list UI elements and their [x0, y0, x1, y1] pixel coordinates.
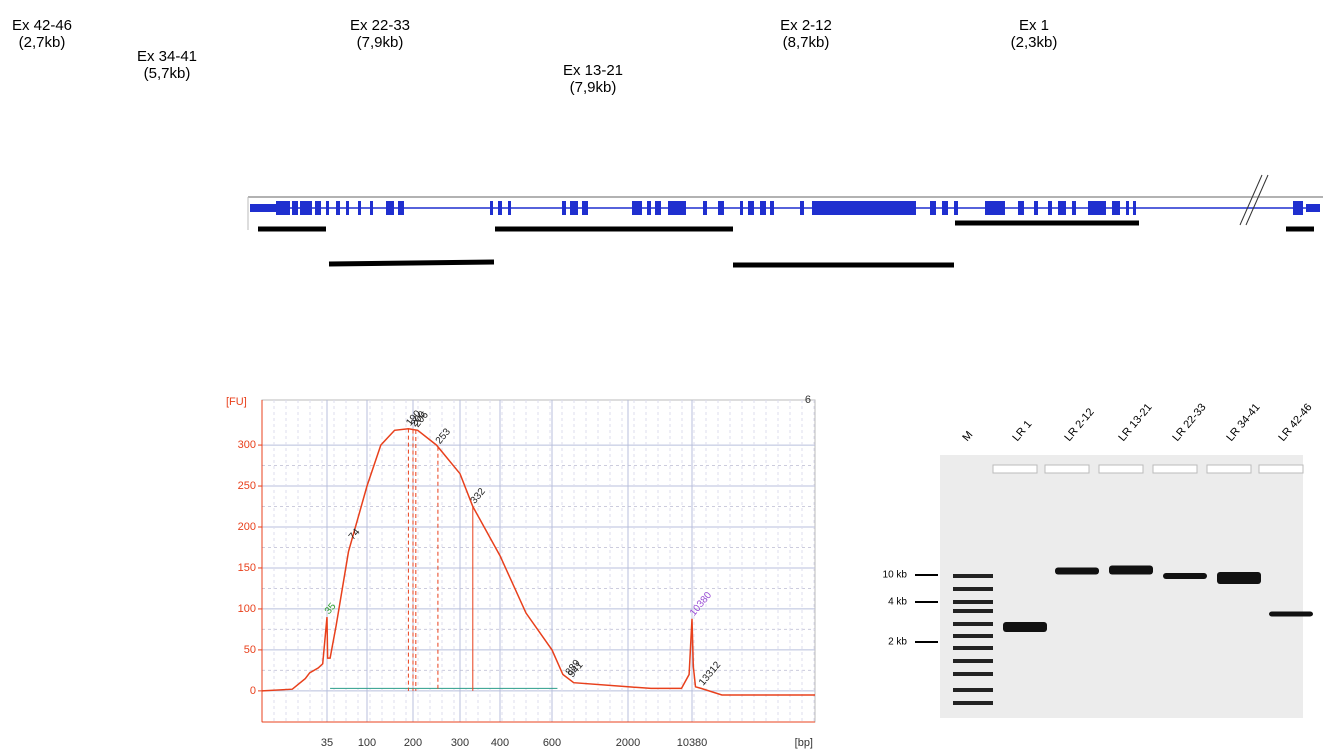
ladder-band [953, 659, 993, 663]
lane-label: LR 1 [1010, 418, 1034, 444]
y-axis-label: [FU] [226, 396, 247, 408]
sample-band [1217, 572, 1261, 584]
x-tick-label: 400 [491, 737, 509, 749]
y-tick-label: 150 [238, 562, 256, 574]
well [1099, 465, 1143, 473]
x-axis-label: [bp] [795, 737, 813, 749]
well [993, 465, 1037, 473]
ladder-band [953, 600, 993, 604]
x-tick-label: 200 [404, 737, 422, 749]
sample-band [1109, 566, 1153, 575]
ladder-band [953, 622, 993, 626]
lane-label: LR 2-12 [1062, 406, 1096, 444]
ladder-band [953, 574, 993, 578]
lane-label: LR 34-41 [1224, 401, 1262, 443]
y-tick-label: 0 [250, 685, 256, 697]
x-tick-label: 35 [321, 737, 333, 749]
exon-label: Ex 1 [1019, 17, 1049, 34]
ladder-band [953, 609, 993, 613]
exon-size: (2,3kb) [1011, 34, 1058, 51]
x-tick-label: 2000 [616, 737, 640, 749]
y-tick-label: 100 [238, 603, 256, 615]
well [1259, 465, 1303, 473]
sample-band [1163, 573, 1207, 579]
ladder-band [953, 587, 993, 591]
gel-image [940, 455, 1303, 718]
lane-label: LR 13-21 [1116, 401, 1154, 443]
sample-band [1055, 568, 1099, 575]
ladder-band [953, 701, 993, 705]
x-tick-label: 100 [358, 737, 376, 749]
break-mark [1246, 175, 1268, 225]
ladder-band [953, 646, 993, 650]
x-tick-label: 600 [543, 737, 561, 749]
sample-band [1003, 622, 1047, 632]
x-tick-label: 10380 [677, 737, 708, 749]
electropherogram: 0 50 100 150 200 250 300 35 100 200 300 400 600 2000 1… [0, 0, 860, 751]
well [1045, 465, 1089, 473]
marker-label: 10 kb [883, 570, 908, 581]
break-mark [1240, 175, 1262, 225]
marker-label: 4 kb [888, 597, 907, 608]
figure: Ex 42-46(2,7kb)Ex 34-41(5,7kb)Ex 22-33(7… [0, 0, 1323, 751]
sample-band [1269, 612, 1313, 617]
y-tick-label: 300 [238, 439, 256, 451]
well [1207, 465, 1251, 473]
x-tick-label: 300 [451, 737, 469, 749]
ladder-band [953, 634, 993, 638]
lane-label: LR 42-46 [1276, 401, 1314, 443]
well [1153, 465, 1197, 473]
y-tick-label: 250 [238, 480, 256, 492]
y-tick-label: 200 [238, 521, 256, 533]
corner-label: 6 [805, 394, 811, 406]
ladder-band [953, 672, 993, 676]
marker-label: 2 kb [888, 637, 907, 648]
y-tick-label: 50 [244, 644, 256, 656]
lane-label: LR 22-33 [1170, 401, 1208, 443]
ladder-band [953, 688, 993, 692]
lane-label: M [960, 429, 975, 444]
